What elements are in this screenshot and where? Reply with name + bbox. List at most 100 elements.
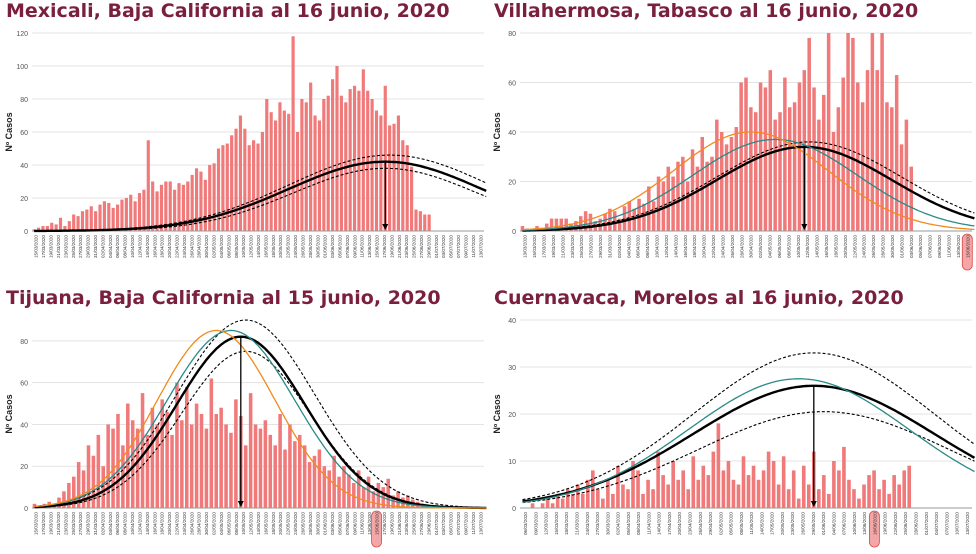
bar (342, 466, 346, 508)
panel-title: Cuernavaca, Morelos al 16 junio, 2020 (494, 287, 904, 309)
bar (656, 451, 660, 508)
bar (909, 166, 913, 231)
bar (175, 382, 179, 508)
x-tick-label: 29/06/2020 (426, 235, 431, 258)
bar (98, 204, 102, 231)
x-tick-label: 09/06/2020 (352, 512, 357, 535)
bar (570, 493, 575, 508)
model-curve-teal (522, 138, 975, 231)
bar (414, 209, 418, 231)
x-tick-label: 23/06/2020 (404, 235, 409, 258)
bar (696, 479, 701, 508)
bar (293, 441, 297, 508)
bar (773, 119, 777, 231)
x-tick-label: 02/05/2020 (212, 512, 217, 535)
peak-arrow-head (801, 224, 808, 230)
bar (621, 484, 625, 508)
x-tick-label: 08/04/2020 (123, 512, 128, 535)
x-tick-label: 02/04/2020 (617, 235, 622, 258)
x-tick-label: 26/04/2020 (730, 235, 735, 258)
x-tick-label: 01/06/2020 (821, 512, 826, 535)
x-tick-label: 03/06/2020 (330, 235, 335, 258)
bar (695, 166, 700, 231)
x-tick-label: 29/05/2020 (811, 512, 816, 535)
bar (67, 221, 71, 231)
bar (356, 470, 361, 508)
bar (807, 37, 811, 232)
x-tick-label: 18/05/2020 (271, 235, 276, 258)
bar (550, 503, 555, 508)
y-tick-label: 0 (512, 506, 516, 513)
x-tick-label: 20/04/2020 (167, 512, 172, 535)
bar (288, 424, 292, 508)
bar (580, 493, 585, 508)
x-tick-label: 25/06/2020 (903, 512, 908, 535)
bar (791, 470, 796, 508)
bar (749, 107, 753, 231)
x-tick-label: 19/03/2020 (49, 235, 54, 258)
bar (54, 224, 58, 231)
bar (62, 491, 66, 508)
bar (361, 487, 366, 508)
bar (706, 475, 711, 508)
bar (637, 198, 641, 231)
y-tick-label: 10 (508, 459, 516, 466)
x-tick-label: 13/07/2020 (478, 512, 483, 535)
x-tick-label: 11/07/2020 (471, 235, 476, 258)
model-curve-upper (34, 319, 487, 509)
x-tick-label: 01/06/2020 (899, 235, 904, 258)
bar (225, 143, 229, 231)
x-tick-label: 18/04/2020 (692, 235, 697, 258)
bar (887, 493, 891, 508)
bar (846, 33, 850, 231)
x-tick-label: 30/04/2020 (204, 512, 209, 535)
bar (194, 403, 199, 508)
y-tick-label: 0 (24, 506, 28, 513)
y-tick-label: 40 (20, 422, 28, 429)
bar (170, 434, 174, 508)
x-tick-label: 13/06/2020 (862, 512, 867, 535)
bar (559, 218, 564, 231)
bar (867, 475, 871, 508)
x-tick-label: 18/03/2020 (564, 512, 569, 535)
x-tick-label: 29/03/2020 (86, 235, 91, 258)
x-tick-label: 23/03/2020 (63, 235, 68, 258)
bar (155, 191, 159, 231)
bar (180, 420, 184, 508)
x-tick-label: 05/05/2020 (729, 512, 734, 535)
x-tick-label: 11/06/2020 (360, 235, 365, 258)
x-tick-label: 24/05/2020 (293, 235, 298, 258)
model-curve-main (34, 160, 487, 233)
x-tick-label: 09/07/2020 (463, 235, 468, 258)
bar (726, 461, 731, 508)
y-tick-label: 40 (508, 130, 516, 137)
x-tick-label: 14/04/2020 (657, 512, 662, 535)
x-tick-label: 11/06/2020 (360, 512, 365, 535)
x-tick-label: 15/03/2020 (34, 235, 39, 258)
x-tick-label: 28/04/2020 (197, 512, 202, 535)
x-tick-label: 10/04/2020 (130, 512, 135, 535)
x-tick-label: 18/05/2020 (271, 512, 276, 535)
bar (588, 213, 593, 231)
x-tick-label: 04/04/2020 (108, 512, 113, 535)
bar (322, 99, 326, 231)
bar (579, 216, 583, 231)
bar (715, 119, 719, 231)
bar (904, 119, 909, 231)
bar (107, 202, 111, 231)
bar (268, 434, 273, 508)
bar (216, 148, 221, 231)
panel-villahermosa: Villahermosa, Tabasco al 16 junio, 2020 … (488, 0, 976, 277)
bar (327, 470, 332, 508)
bar (379, 115, 383, 231)
x-tick-label: 28/06/2020 (914, 512, 919, 535)
x-tick-label: 16/04/2020 (683, 235, 688, 258)
bar (165, 411, 169, 508)
bar (256, 143, 260, 231)
bar (591, 470, 595, 508)
x-tick-label: 27/03/2020 (78, 235, 83, 258)
x-tick-label: 21/03/2020 (56, 235, 61, 258)
bar (312, 455, 317, 508)
x-tick-label: 05/07/2020 (449, 512, 454, 535)
